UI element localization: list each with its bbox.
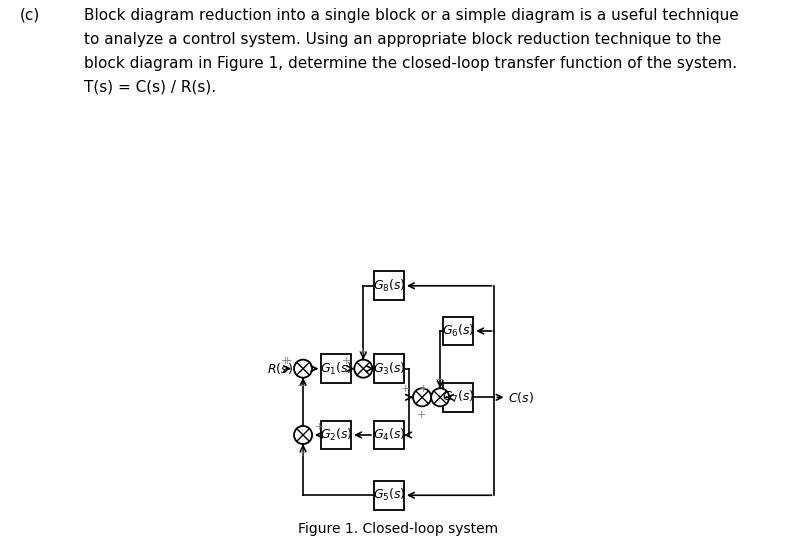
Text: $R(s)$: $R(s)$ bbox=[267, 361, 293, 376]
Circle shape bbox=[294, 426, 312, 444]
Bar bbox=[321, 421, 351, 449]
Text: +: + bbox=[342, 356, 351, 366]
Circle shape bbox=[413, 388, 431, 407]
Bar bbox=[374, 355, 404, 383]
Text: $G_3(s)$: $G_3(s)$ bbox=[373, 361, 405, 376]
Bar bbox=[374, 481, 404, 510]
Text: $C(s)$: $C(s)$ bbox=[508, 390, 534, 405]
Circle shape bbox=[294, 359, 312, 378]
Text: $G_4(s)$: $G_4(s)$ bbox=[373, 427, 405, 443]
Text: Block diagram reduction into a single block or a simple diagram is a useful tech: Block diagram reduction into a single bl… bbox=[84, 8, 739, 95]
Bar bbox=[374, 271, 404, 300]
Text: +: + bbox=[419, 384, 428, 395]
Text: +: + bbox=[283, 356, 292, 366]
Text: +: + bbox=[400, 384, 410, 395]
Text: $G_7(s)$: $G_7(s)$ bbox=[442, 389, 474, 406]
Circle shape bbox=[431, 388, 449, 407]
Text: +: + bbox=[281, 356, 291, 366]
Text: +: + bbox=[298, 448, 306, 458]
Text: +: + bbox=[315, 422, 325, 432]
Bar bbox=[443, 317, 474, 345]
Bar bbox=[374, 421, 404, 449]
Text: $G_6(s)$: $G_6(s)$ bbox=[442, 323, 474, 339]
Text: +: + bbox=[416, 410, 426, 420]
Text: +: + bbox=[357, 347, 367, 357]
Circle shape bbox=[354, 359, 373, 378]
Bar bbox=[321, 355, 351, 383]
Text: (c): (c) bbox=[20, 8, 40, 23]
Text: −: − bbox=[297, 381, 306, 391]
Bar bbox=[443, 383, 474, 412]
Text: $G_8(s)$: $G_8(s)$ bbox=[373, 278, 405, 294]
Text: $G_1(s)$: $G_1(s)$ bbox=[320, 361, 353, 376]
Text: $G_5(s)$: $G_5(s)$ bbox=[373, 487, 405, 503]
Text: −: − bbox=[435, 375, 444, 385]
Text: $G_2(s)$: $G_2(s)$ bbox=[320, 427, 353, 443]
Text: Figure 1. Closed-loop system: Figure 1. Closed-loop system bbox=[298, 522, 498, 536]
